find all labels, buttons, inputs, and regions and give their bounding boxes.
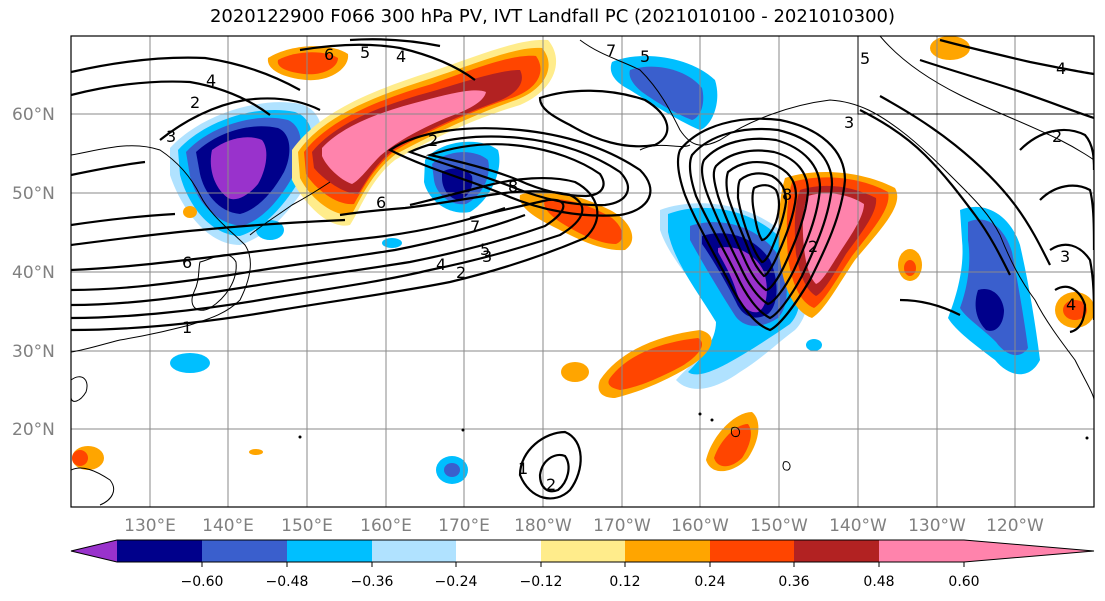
contour-label: 1: [518, 459, 528, 478]
contour-label: 2: [546, 475, 556, 494]
colorbar-tick-label: 0.36: [778, 574, 809, 590]
neg-blob-small-5: [382, 238, 402, 248]
colorbar-segment: [625, 540, 710, 562]
lat-label: 50°N: [12, 184, 55, 204]
coastlines: [71, 36, 1094, 506]
colorbar-tick-label: 0.60: [948, 574, 979, 590]
neg-blob-west-5: [210, 137, 267, 200]
neg-blob-small-1: [170, 353, 210, 373]
pos-blob-small-8: [72, 450, 88, 466]
colorbar-outline: [70, 539, 1095, 563]
contour-label: 5: [640, 47, 650, 66]
colorbar-segment: [117, 540, 202, 562]
map-frame: [70, 35, 1095, 508]
colorbar-tick-label: 0.12: [609, 574, 640, 590]
neg-blob-us-2: [960, 219, 1028, 356]
contour-label: 5: [860, 49, 870, 68]
contour-label: 5: [480, 240, 490, 259]
colorbar-segment: [287, 540, 372, 562]
colorbar-tick-label: 0.48: [863, 574, 894, 590]
pos-blob-small-5: [1063, 300, 1087, 320]
contour-label: 2: [1052, 127, 1062, 146]
contour-label: 3: [166, 127, 176, 146]
colorbar-tick-label: −0.48: [266, 574, 309, 590]
pos-blob-hawaii-2: [714, 424, 751, 467]
lon-label: 130°W: [908, 516, 966, 536]
colorbar-extend-min: [71, 540, 117, 562]
lon-label: 150°W: [750, 516, 808, 536]
neg-blob-small-6: [806, 339, 822, 351]
colorbar-segment: [372, 540, 456, 562]
neg-blob-us-3: [975, 288, 1004, 331]
colorbar-segment: [456, 540, 541, 562]
lon-label: 170°E: [438, 516, 490, 536]
longitude-labels: 130°E 140°E 150°E 160°E 170°E 180°W 170°…: [124, 516, 1044, 536]
colorbar-tick-label: −0.36: [351, 574, 394, 590]
pos-blob-small-3: [904, 260, 916, 276]
contour-label: 7: [470, 217, 480, 236]
colorbar-extend-max: [964, 540, 1094, 562]
contour-label: 7: [606, 41, 616, 60]
pos-blob-small-10: [249, 449, 263, 455]
contour-label: 4: [396, 47, 406, 66]
contour-label: 2: [808, 237, 818, 256]
colorbar-segment: [202, 540, 287, 562]
contour-label: 5: [360, 43, 370, 62]
lat-label: 30°N: [12, 342, 55, 362]
contour-label: 3: [844, 113, 854, 132]
pos-blob-small-1: [561, 362, 589, 382]
contour-label: 8: [508, 177, 518, 196]
lat-label: 40°N: [12, 263, 55, 283]
contour-label: 2: [456, 263, 466, 282]
map-content: 6 5 4 4 2 3 7 6 2 7 5 4 2 3 6 1 8 5 4 3 …: [71, 36, 1094, 507]
contour-label: 4: [206, 71, 216, 90]
pos-blob-small-6: [930, 36, 970, 60]
pos-blob-180-2: [544, 199, 623, 244]
colorbar-segment: [794, 540, 879, 562]
contour-label: 6: [324, 45, 334, 64]
contour-labels: 6 5 4 4 2 3 7 6 2 7 5 4 2 3 6 1 8 5 4 3 …: [166, 41, 1076, 494]
lon-label: 140°E: [202, 516, 254, 536]
contour-label: 6: [182, 253, 192, 272]
colorbar-tick-label: 0.24: [694, 574, 725, 590]
contour-label: 2: [428, 131, 438, 150]
colorbar-segment: [710, 540, 794, 562]
pos-blob-small-9: [183, 206, 197, 218]
colorbar-ticks: [201, 562, 965, 567]
contour-label: 2: [190, 93, 200, 112]
lon-label: 140°W: [829, 516, 887, 536]
latitude-labels: 60°N 50°N 40°N 30°N 20°N: [12, 105, 55, 440]
colorbar-segment: [541, 540, 625, 562]
lat-label: 20°N: [12, 420, 55, 440]
contour-label: 6: [376, 193, 386, 212]
lon-label: 170°W: [593, 516, 651, 536]
colorbar-segment: [879, 540, 964, 562]
colorbar-tick-label: −0.12: [520, 574, 563, 590]
lon-label: 130°E: [124, 516, 176, 536]
neg-blob-small-3: [444, 463, 460, 477]
colorbar-tick-label: −0.24: [435, 574, 478, 590]
contour-label: 4: [1066, 295, 1076, 314]
lon-label: 150°E: [281, 516, 333, 536]
colorbar: −0.60 −0.48 −0.36 −0.24 −0.12 0.12 0.24 …: [70, 539, 1095, 590]
contour-label: 1: [182, 318, 192, 337]
neg-blob-alaska-2: [629, 66, 704, 120]
lon-label: 160°W: [671, 516, 729, 536]
lon-label: 120°W: [986, 516, 1044, 536]
colorbar-tick-label: −0.60: [181, 574, 224, 590]
contour-label: 8: [782, 185, 792, 204]
lon-label: 180°W: [514, 516, 572, 536]
lat-label: 60°N: [12, 105, 55, 125]
map-title: 2020122900 F066 300 hPa PV, IVT Landfall…: [209, 6, 896, 27]
contour-label: 3: [482, 247, 492, 266]
lon-label: 160°E: [360, 516, 412, 536]
pos-blob-top-2: [277, 52, 338, 75]
contour-label: 3: [1060, 247, 1070, 266]
contour-label: 4: [436, 255, 446, 274]
height-contours: [71, 38, 1094, 500]
contour-label: 4: [1056, 59, 1066, 78]
